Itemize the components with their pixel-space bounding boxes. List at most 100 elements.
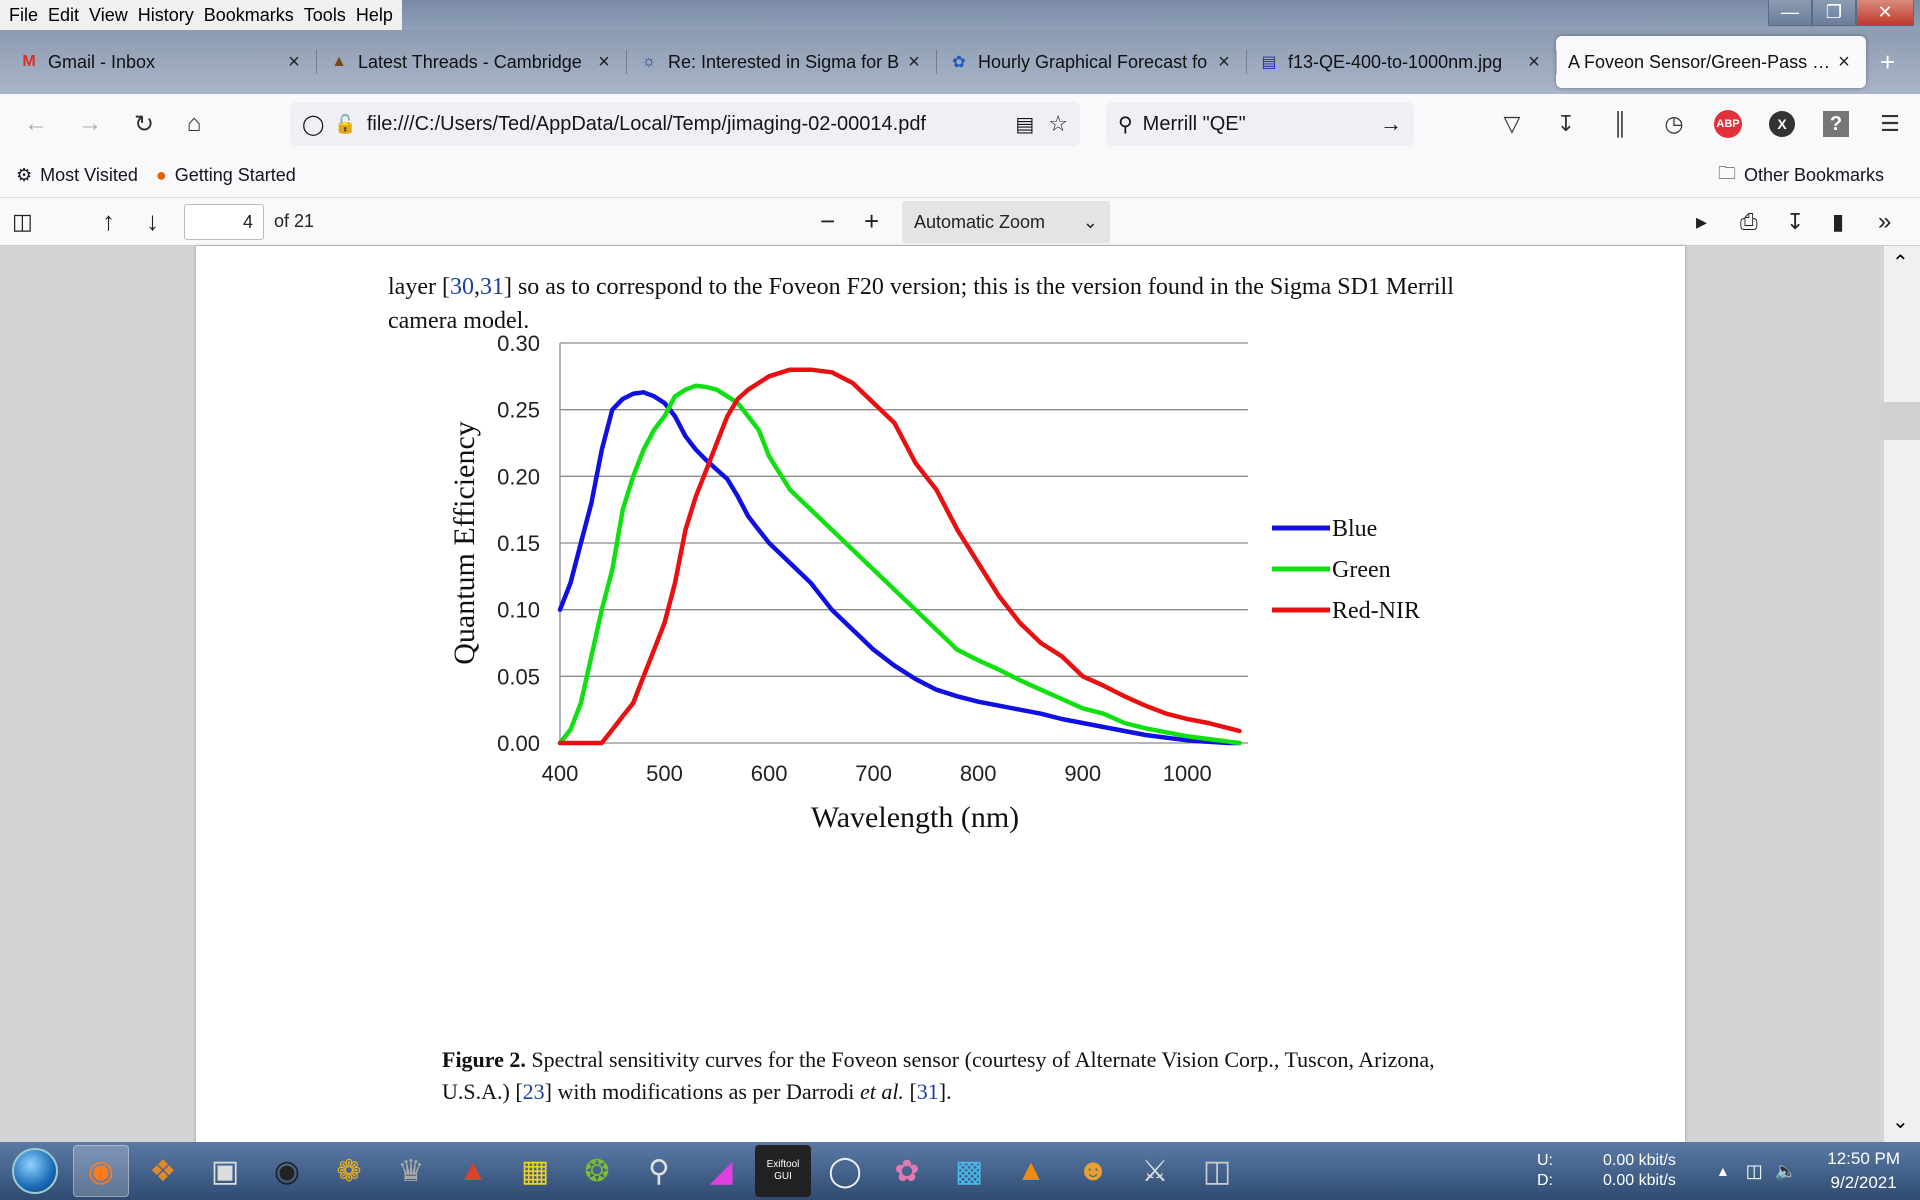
minimize-button[interactable]: —: [1768, 0, 1812, 26]
tab-latest-threads[interactable]: ▲ Latest Threads - Cambridge ×: [316, 36, 626, 88]
forward-button[interactable]: →: [70, 104, 110, 144]
tab-close-icon[interactable]: ×: [598, 50, 610, 73]
menu-help[interactable]: Help: [355, 5, 393, 25]
pdf-reader-icon[interactable]: ▲: [458, 1154, 488, 1187]
tab-foveon-pdf[interactable]: A Foveon Sensor/Green-Pass Filt ×: [1556, 36, 1866, 88]
citation-link[interactable]: 30: [449, 274, 474, 300]
firefox-icon[interactable]: ◉: [73, 1145, 129, 1197]
zoom-in-icon[interactable]: +: [864, 206, 880, 236]
citation-link[interactable]: 31: [916, 1079, 939, 1104]
home-button[interactable]: ⌂: [174, 104, 214, 144]
chameleon-icon[interactable]: ❂: [584, 1154, 610, 1188]
scroll-thumb[interactable]: [1880, 402, 1920, 440]
library-icon[interactable]: ║: [1612, 111, 1628, 136]
citation-link[interactable]: 23: [522, 1079, 545, 1104]
tab-close-icon[interactable]: ×: [1528, 50, 1540, 73]
image-icon: ▤: [1261, 54, 1277, 71]
document-area: layer [30,31] so as to correspond to the…: [0, 246, 1920, 1142]
new-tab-button[interactable]: +: [1880, 47, 1896, 77]
save-icon[interactable]: ↧: [1786, 208, 1805, 234]
zoom-select[interactable]: Automatic Zoom ⌄: [902, 201, 1110, 243]
downloads-icon[interactable]: ↧: [1556, 111, 1576, 136]
url-text[interactable]: file:///C:/Users/Ted/AppData/Local/Temp/…: [366, 112, 926, 135]
x-tick-label: 400: [542, 761, 579, 786]
menu-tools[interactable]: Tools: [303, 5, 346, 25]
qe-chart: 0.00 0.05 0.10 0.15 0.20 0.25 0.30 400 500 600 700…: [448, 331, 1420, 834]
start-button[interactable]: [0, 1142, 70, 1200]
page-number-input[interactable]: 4: [184, 204, 264, 240]
citation-link[interactable]: 31: [479, 274, 504, 300]
restore-icon: ❐: [1825, 2, 1843, 22]
hex-search-icon[interactable]: ⚲: [648, 1154, 670, 1188]
microscope-icon[interactable]: ⚔: [1141, 1154, 1169, 1188]
bookmark-icon[interactable]: ▮: [1832, 208, 1845, 234]
tab-sigma-thread[interactable]: ☼ Re: Interested in Sigma for B ×: [626, 36, 936, 88]
x-tick-label: 900: [1064, 761, 1101, 786]
lens-icon[interactable]: ◉: [273, 1154, 301, 1188]
app-icon[interactable]: ❖: [149, 1154, 177, 1188]
bookmark-getting-started[interactable]: ● Getting Started: [156, 165, 296, 186]
next-page-icon[interactable]: ↓: [146, 206, 159, 236]
exiftool-icon[interactable]: Exiftool GUI: [755, 1145, 811, 1197]
tab-close-icon[interactable]: ×: [908, 50, 920, 73]
bookmark-star-icon[interactable]: ☆: [1048, 111, 1068, 136]
volume-icon[interactable]: 🔈: [1774, 1160, 1798, 1181]
search-bar[interactable]: ⚲ Merrill "QE" →: [1106, 102, 1414, 146]
history-clock-icon[interactable]: ◷: [1664, 111, 1684, 136]
menu-bookmarks[interactable]: Bookmarks: [203, 5, 294, 25]
adblock-icon[interactable]: ABP: [1708, 104, 1748, 144]
previous-page-icon[interactable]: ↑: [102, 206, 115, 236]
extension-x-icon[interactable]: X: [1762, 104, 1802, 144]
tab-close-icon[interactable]: ×: [288, 50, 300, 73]
tab-forecast[interactable]: ✿ Hourly Graphical Forecast fo ×: [936, 36, 1246, 88]
upload-rate: 0.00 kbit/s: [1603, 1152, 1676, 1169]
insecure-lock-icon[interactable]: 🔓: [334, 113, 357, 134]
scroll-down-icon[interactable]: ⌄: [1892, 1111, 1909, 1133]
close-window-button[interactable]: ✕: [1856, 0, 1914, 26]
tab-close-icon[interactable]: ×: [1218, 50, 1230, 73]
vlc-icon[interactable]: ▲: [1016, 1154, 1046, 1187]
reader-view-icon[interactable]: ▤: [1015, 113, 1035, 136]
menu-history[interactable]: History: [137, 5, 194, 25]
print-icon[interactable]: ⎙: [1740, 208, 1758, 234]
network-icon[interactable]: ◫: [1745, 1160, 1763, 1181]
ftp-icon[interactable]: ▩: [954, 1154, 984, 1188]
shield-icon[interactable]: ◯: [302, 113, 325, 136]
url-bar[interactable]: ◯ 🔓 file:///C:/Users/Ted/AppData/Local/T…: [290, 102, 1080, 146]
x-tick-label: 500: [646, 761, 683, 786]
tray-expand-icon[interactable]: ▲: [1715, 1163, 1730, 1179]
tab-image[interactable]: ▤ f13-QE-400-to-1000nm.jpg ×: [1246, 36, 1556, 88]
clock[interactable]: 12:50 PM 9/2/2021: [1827, 1147, 1900, 1195]
gimp-icon[interactable]: ♛: [397, 1154, 425, 1188]
hamburger-menu-icon[interactable]: ☰: [1880, 111, 1900, 136]
back-button[interactable]: ←: [16, 104, 56, 144]
bookmark-most-visited[interactable]: ⚙ Most Visited: [16, 165, 138, 186]
pdf-page: layer [30,31] so as to correspond to the…: [196, 246, 1685, 1142]
menu-view[interactable]: View: [89, 5, 128, 25]
drive-icon[interactable]: ◫: [1202, 1154, 1232, 1188]
vertical-scrollbar[interactable]: ⌃ ⌄: [1880, 246, 1920, 1142]
color-picker-icon[interactable]: ◢: [709, 1154, 733, 1188]
tab-close-icon[interactable]: ×: [1838, 50, 1850, 73]
menu-file[interactable]: File: [9, 5, 39, 25]
zoom-out-icon[interactable]: −: [820, 206, 836, 236]
brain-icon[interactable]: ✿: [894, 1154, 920, 1188]
menu-edit[interactable]: Edit: [48, 5, 80, 25]
color-wheel-icon[interactable]: ❁: [336, 1154, 362, 1188]
ruler-icon[interactable]: ▦: [520, 1154, 550, 1188]
reload-button[interactable]: ↻: [124, 104, 164, 144]
tab-gmail[interactable]: M Gmail - Inbox ×: [6, 36, 316, 88]
sidebar-toggle-icon[interactable]: ◫: [12, 208, 33, 234]
magnifier-icon[interactable]: ◯: [828, 1154, 862, 1188]
camera-icon[interactable]: ▣: [210, 1154, 240, 1188]
pocket-icon[interactable]: ▽: [1503, 111, 1521, 136]
scroll-up-icon[interactable]: ⌃: [1892, 252, 1909, 274]
search-input[interactable]: Merrill "QE": [1142, 112, 1246, 135]
presentation-mode-icon[interactable]: ▸: [1696, 208, 1708, 234]
other-bookmarks[interactable]: 🗀 Other Bookmarks: [1718, 161, 1884, 191]
builder-icon[interactable]: ☻: [1077, 1154, 1109, 1187]
tools-expand-icon[interactable]: »: [1878, 207, 1892, 235]
help-extension-icon[interactable]: ?: [1816, 104, 1856, 144]
search-go-arrow-icon[interactable]: →: [1380, 111, 1402, 136]
maximize-button[interactable]: ❐: [1812, 0, 1856, 26]
